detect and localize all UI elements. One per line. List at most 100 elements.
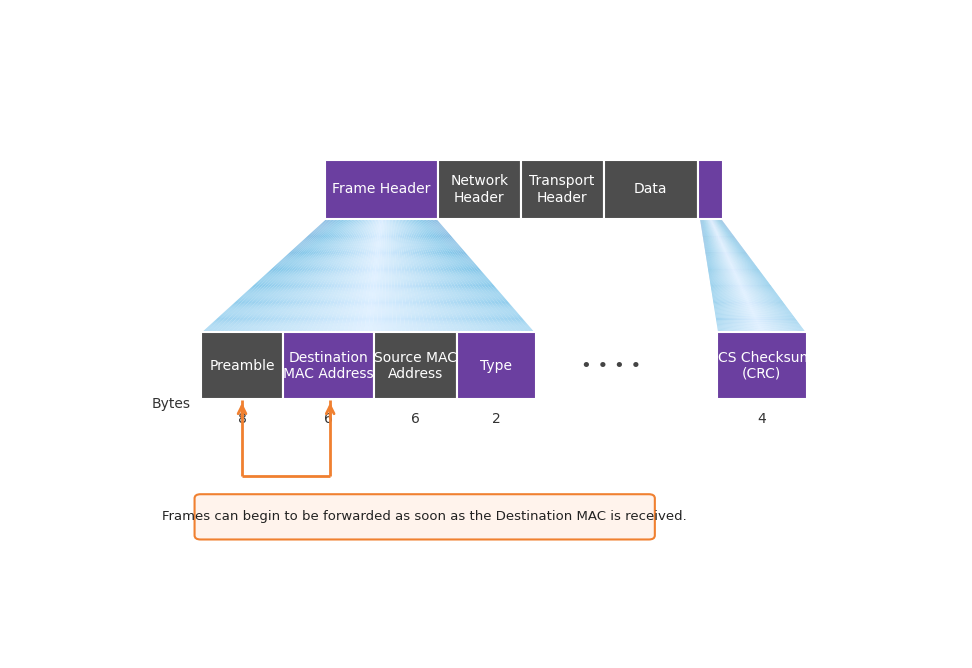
Polygon shape <box>737 304 738 305</box>
Polygon shape <box>736 307 737 308</box>
Polygon shape <box>351 272 354 273</box>
Polygon shape <box>717 330 719 331</box>
Polygon shape <box>386 292 389 293</box>
Polygon shape <box>419 240 421 242</box>
Polygon shape <box>406 283 409 284</box>
Polygon shape <box>748 299 749 300</box>
Polygon shape <box>413 236 416 237</box>
Polygon shape <box>736 318 737 319</box>
Polygon shape <box>315 299 319 300</box>
Polygon shape <box>361 229 363 230</box>
Polygon shape <box>746 319 748 320</box>
Polygon shape <box>426 257 428 258</box>
Polygon shape <box>432 236 434 237</box>
Polygon shape <box>455 322 460 323</box>
Polygon shape <box>355 300 359 301</box>
Polygon shape <box>747 265 748 266</box>
Polygon shape <box>733 237 735 238</box>
Polygon shape <box>467 314 471 315</box>
Polygon shape <box>339 330 344 331</box>
Polygon shape <box>405 226 407 228</box>
Polygon shape <box>389 297 392 298</box>
Polygon shape <box>778 313 779 314</box>
Polygon shape <box>729 305 730 306</box>
Polygon shape <box>409 281 412 282</box>
Polygon shape <box>795 324 797 325</box>
Polygon shape <box>772 297 774 298</box>
Polygon shape <box>385 301 389 302</box>
Polygon shape <box>352 249 355 250</box>
Polygon shape <box>360 330 364 331</box>
Polygon shape <box>439 266 442 267</box>
Polygon shape <box>317 226 320 228</box>
Polygon shape <box>337 252 340 253</box>
Polygon shape <box>777 303 779 304</box>
Polygon shape <box>295 289 299 290</box>
Polygon shape <box>365 265 368 266</box>
Polygon shape <box>754 281 756 282</box>
Polygon shape <box>322 307 326 308</box>
Polygon shape <box>459 322 464 323</box>
Polygon shape <box>723 223 725 224</box>
Polygon shape <box>456 268 459 269</box>
Polygon shape <box>321 301 325 302</box>
Polygon shape <box>768 284 770 285</box>
Polygon shape <box>266 293 270 295</box>
Polygon shape <box>431 259 434 260</box>
Polygon shape <box>443 249 446 250</box>
Polygon shape <box>766 297 768 298</box>
Polygon shape <box>444 230 447 231</box>
Polygon shape <box>406 228 408 229</box>
Polygon shape <box>748 256 749 257</box>
Polygon shape <box>761 292 762 293</box>
Polygon shape <box>384 222 385 223</box>
Polygon shape <box>741 313 743 314</box>
Polygon shape <box>739 282 740 283</box>
Polygon shape <box>773 291 775 292</box>
Polygon shape <box>735 308 737 309</box>
Polygon shape <box>426 246 428 247</box>
Polygon shape <box>301 253 304 254</box>
Polygon shape <box>327 322 330 323</box>
Polygon shape <box>387 234 389 235</box>
Polygon shape <box>475 331 480 332</box>
Polygon shape <box>739 301 741 302</box>
Polygon shape <box>733 255 734 256</box>
Polygon shape <box>445 292 449 293</box>
Polygon shape <box>736 300 738 301</box>
Polygon shape <box>459 273 462 274</box>
Polygon shape <box>787 321 788 322</box>
Polygon shape <box>473 286 477 287</box>
Polygon shape <box>352 277 355 279</box>
Polygon shape <box>785 327 786 329</box>
Polygon shape <box>784 315 785 316</box>
Polygon shape <box>268 321 273 322</box>
Polygon shape <box>475 277 479 279</box>
Polygon shape <box>441 237 443 238</box>
Polygon shape <box>462 256 465 257</box>
Polygon shape <box>741 322 743 323</box>
Polygon shape <box>747 281 748 282</box>
Polygon shape <box>389 235 390 236</box>
Polygon shape <box>324 229 327 230</box>
Polygon shape <box>508 331 513 332</box>
Polygon shape <box>400 247 403 248</box>
Polygon shape <box>729 270 730 271</box>
Polygon shape <box>305 298 309 299</box>
Polygon shape <box>425 240 427 242</box>
Polygon shape <box>315 256 318 257</box>
Polygon shape <box>729 274 730 275</box>
Polygon shape <box>362 220 364 221</box>
Polygon shape <box>432 307 435 308</box>
Polygon shape <box>326 244 329 245</box>
Polygon shape <box>500 304 503 305</box>
Polygon shape <box>318 269 321 270</box>
Polygon shape <box>333 230 335 231</box>
Polygon shape <box>781 300 782 301</box>
Polygon shape <box>751 327 752 329</box>
Polygon shape <box>766 321 767 322</box>
Polygon shape <box>377 239 379 240</box>
Polygon shape <box>392 271 394 272</box>
Polygon shape <box>757 300 758 301</box>
Polygon shape <box>773 301 775 302</box>
